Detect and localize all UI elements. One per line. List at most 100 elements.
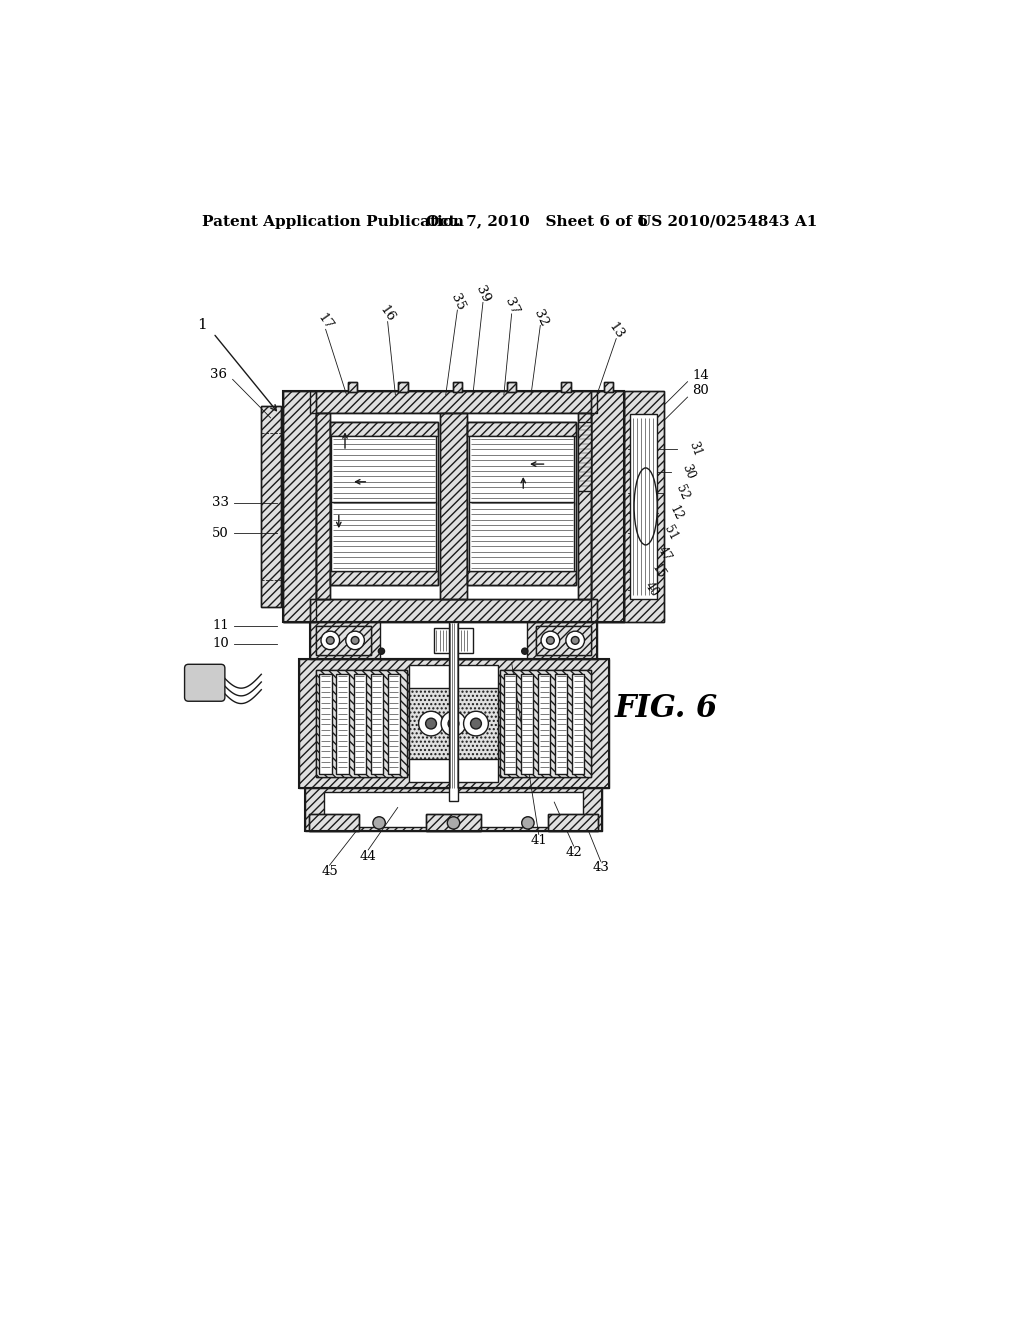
Circle shape	[441, 711, 466, 737]
Text: 17: 17	[315, 312, 336, 333]
Bar	[308, 813, 359, 830]
Bar	[305, 788, 602, 830]
Bar	[426, 813, 480, 830]
Bar	[310, 622, 597, 659]
Text: Oct. 7, 2010   Sheet 6 of 6: Oct. 7, 2010 Sheet 6 of 6	[426, 215, 648, 228]
Bar	[330, 572, 438, 585]
Circle shape	[346, 631, 365, 649]
Bar	[315, 412, 592, 599]
Bar	[353, 673, 366, 774]
Bar	[299, 659, 608, 788]
Bar	[578, 412, 592, 599]
Text: 47: 47	[655, 544, 674, 564]
Bar	[578, 422, 592, 491]
Circle shape	[447, 817, 460, 829]
Bar	[283, 391, 624, 622]
Bar	[315, 412, 330, 599]
Bar	[319, 673, 332, 774]
Text: Patent Application Publication: Patent Application Publication	[202, 215, 464, 228]
Text: 16: 16	[378, 304, 397, 325]
Circle shape	[449, 718, 459, 729]
Bar	[604, 381, 613, 392]
Bar	[630, 414, 657, 599]
Bar	[310, 599, 597, 622]
Bar	[398, 381, 408, 392]
Circle shape	[351, 636, 359, 644]
Bar	[592, 391, 624, 622]
Text: 37: 37	[502, 296, 521, 317]
Bar	[310, 599, 597, 622]
Bar	[348, 381, 357, 392]
Text: 36: 36	[210, 367, 227, 380]
Bar	[330, 422, 438, 585]
Bar	[548, 813, 598, 830]
Text: 12: 12	[668, 503, 685, 523]
Bar	[592, 391, 624, 622]
Bar	[316, 626, 371, 655]
Bar	[299, 659, 608, 788]
Bar	[426, 813, 480, 830]
Bar	[371, 673, 383, 774]
Text: 52: 52	[674, 483, 691, 502]
Bar	[305, 788, 602, 830]
Bar	[521, 673, 534, 774]
Text: 10: 10	[212, 638, 228, 649]
Bar	[331, 436, 436, 506]
Bar	[507, 381, 516, 392]
Text: 14: 14	[692, 370, 709, 381]
Text: 35: 35	[447, 292, 467, 313]
Text: 32: 32	[530, 308, 550, 329]
Bar	[315, 412, 330, 599]
Bar	[538, 673, 550, 774]
Text: 1: 1	[198, 318, 207, 333]
FancyBboxPatch shape	[184, 664, 225, 701]
Bar	[331, 502, 436, 572]
Bar	[572, 673, 585, 774]
Bar	[537, 626, 591, 655]
Bar	[578, 412, 592, 599]
Bar	[604, 381, 613, 392]
Bar	[467, 422, 575, 436]
Bar	[348, 381, 357, 392]
Circle shape	[321, 631, 340, 649]
Bar	[315, 669, 407, 777]
Text: 43: 43	[592, 861, 609, 874]
Bar	[500, 669, 592, 777]
Bar	[504, 673, 516, 774]
Bar	[624, 391, 665, 622]
Bar	[555, 673, 567, 774]
Circle shape	[378, 648, 385, 655]
Bar	[337, 673, 349, 774]
Bar	[261, 407, 281, 607]
Bar	[283, 391, 624, 622]
Circle shape	[521, 648, 528, 655]
Bar	[453, 381, 462, 392]
Text: 51: 51	[662, 524, 680, 543]
Circle shape	[464, 711, 488, 737]
Bar	[434, 628, 473, 653]
Bar	[467, 572, 575, 585]
Bar	[308, 813, 359, 830]
Bar	[449, 622, 458, 801]
Circle shape	[373, 817, 385, 829]
Text: 40: 40	[643, 579, 662, 599]
Bar	[330, 422, 438, 436]
Text: 31: 31	[686, 440, 703, 458]
Bar	[537, 626, 591, 655]
Bar	[409, 665, 499, 781]
Text: 11: 11	[212, 619, 228, 632]
Circle shape	[541, 631, 560, 649]
Bar	[439, 412, 467, 599]
Circle shape	[521, 817, 535, 829]
Bar	[500, 669, 592, 777]
Circle shape	[471, 718, 481, 729]
Text: 15: 15	[649, 562, 668, 582]
Bar	[561, 381, 570, 392]
Bar	[283, 391, 315, 622]
Bar	[380, 622, 527, 659]
Bar	[507, 381, 516, 392]
Text: 30: 30	[680, 462, 697, 482]
Text: FIG. 6: FIG. 6	[615, 693, 718, 725]
Bar	[330, 422, 438, 585]
Text: 41: 41	[530, 834, 547, 847]
